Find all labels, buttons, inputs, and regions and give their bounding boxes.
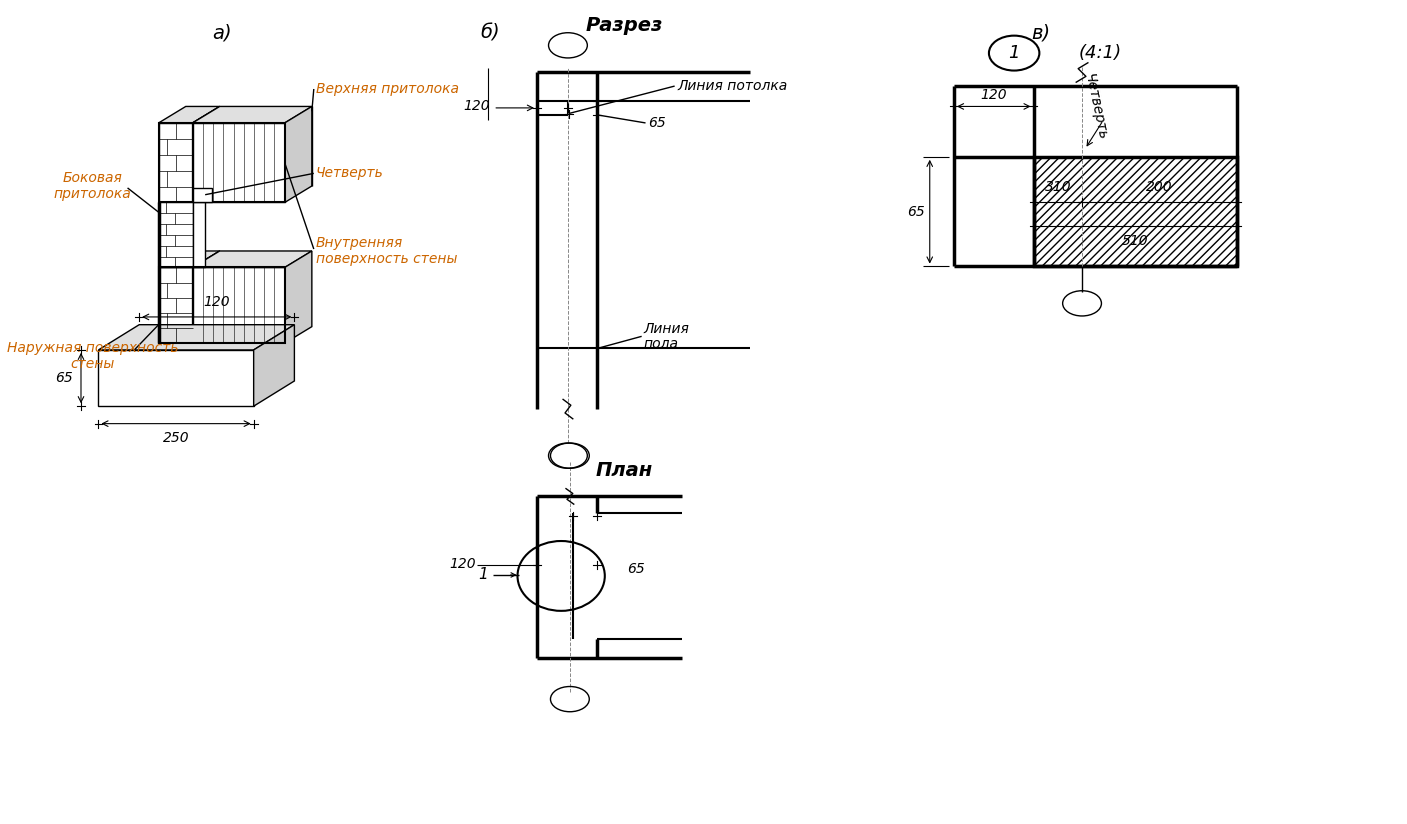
Polygon shape [284,251,312,343]
Bar [159,123,193,203]
Text: 65: 65 [628,562,644,576]
Bar [193,123,284,203]
Polygon shape [284,106,312,203]
Polygon shape [98,325,294,350]
Text: Линия потолка: Линия потолка [678,79,788,93]
Text: Четверть: Четверть [1082,73,1110,142]
Text: 120: 120 [463,99,490,113]
Polygon shape [193,106,219,203]
Polygon shape [193,251,219,343]
Bar [193,268,284,343]
Text: 120: 120 [449,557,476,571]
Text: 1: 1 [1009,44,1020,62]
Text: 120: 120 [204,295,231,309]
Bar [193,188,212,203]
Bar [98,350,253,406]
Text: Разрез: Разрез [585,16,663,35]
Text: а): а) [212,24,232,43]
Polygon shape [253,325,294,406]
Text: 65: 65 [908,204,924,218]
Text: Внутренняя
поверхность стены: Внутренняя поверхность стены [315,236,457,266]
Text: 250: 250 [163,432,190,446]
Text: Линия
пола: Линия пола [643,321,689,352]
Text: 310: 310 [1044,180,1071,194]
Text: 120: 120 [981,87,1007,101]
Bar [159,203,193,268]
Polygon shape [159,106,219,123]
Text: (4:1): (4:1) [1078,44,1121,62]
Text: Наружная поверхность
стены: Наружная поверхность стены [7,340,179,371]
Text: 200: 200 [1147,180,1173,194]
Polygon shape [193,106,312,123]
Text: 1: 1 [478,568,488,583]
Polygon shape [193,251,312,268]
Text: План: План [595,461,653,480]
Text: в): в) [1031,24,1051,43]
Text: б): б) [481,24,501,43]
Text: Верхняя притолока: Верхняя притолока [315,82,459,96]
Text: Четверть: Четверть [315,166,384,180]
Text: 510: 510 [1123,234,1148,248]
Bar [1034,157,1237,266]
Bar [159,268,193,343]
Polygon shape [159,251,219,268]
Text: 65: 65 [55,371,73,385]
Text: Боковая
притолока: Боковая притолока [53,171,131,201]
Bar [193,203,205,268]
Text: 65: 65 [649,116,666,130]
